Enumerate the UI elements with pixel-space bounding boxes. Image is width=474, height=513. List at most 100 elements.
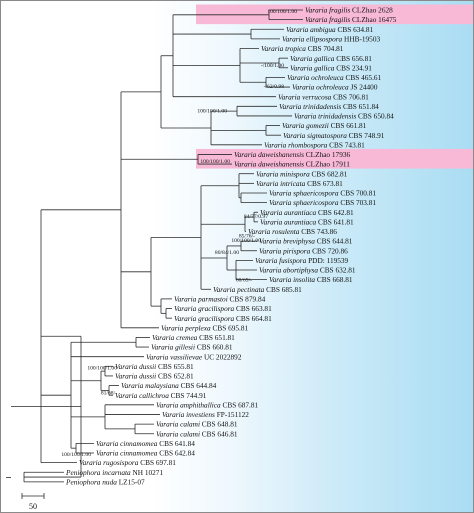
- taxon-voucher: CBS 651.84: [341, 102, 379, 111]
- support-value: 100/100/1.00: [200, 159, 230, 165]
- taxon-label: Vararia daweishanensis CLZhao 17936: [234, 150, 350, 159]
- taxon-label: Vararia fragilis CLZhao 2628: [305, 6, 393, 15]
- taxon-label: Vararia cinnamomea CBS 641.84: [96, 439, 195, 448]
- taxon-voucher: CLZhao 17911: [304, 160, 350, 169]
- scale-bar: 50: [21, 493, 45, 511]
- taxon-label: Vararia ochroleuca CBS 465.61: [287, 73, 382, 82]
- support-value: 100/100/1.00: [197, 108, 227, 114]
- taxon-voucher: CBS 743.86: [299, 227, 337, 236]
- taxon-name: Vararia pectinata: [213, 285, 265, 294]
- taxon-voucher: CBS 646.81: [200, 429, 238, 438]
- support-value: 100/100/1.00: [61, 452, 91, 458]
- taxon-name: Vararia calami: [156, 429, 200, 438]
- taxon-voucher: FP-151122: [215, 410, 249, 419]
- taxon-voucher: CBS 650.84: [356, 112, 394, 121]
- taxon-name: Vararia gallica: [290, 54, 335, 63]
- taxon-voucher: CBS 703.81: [339, 198, 377, 207]
- taxon-voucher: CBS 648.81: [200, 420, 238, 429]
- taxon-voucher: CBS 641.81: [316, 217, 354, 226]
- taxon-voucher: CBS 644.81: [315, 237, 353, 246]
- taxon-name: Vararia insolita: [269, 275, 315, 284]
- taxon-label: Vararia malaysiana CBS 644.84: [121, 381, 217, 390]
- taxon-voucher: CBS 642.84: [157, 449, 195, 458]
- taxon-label: Vararia verrucosa CBS 706.81: [278, 92, 369, 101]
- support-value: 100/100/1.00: [231, 238, 261, 244]
- support-value: -/100/1.00: [261, 63, 284, 69]
- taxon-name: Vararia minispora: [256, 169, 310, 178]
- taxon-name: Vararia gomezii: [282, 121, 329, 130]
- taxon-label: Vararia daweishanensis CLZhao 17911: [234, 160, 350, 169]
- taxon-voucher: CBS 660.81: [195, 343, 233, 352]
- taxon-label: Vararia abortiphysa CBS 632.81: [259, 266, 356, 275]
- taxon-name: Vararia daweishanensis: [234, 160, 304, 169]
- taxon-label: Vararia amphithallica CBS 687.81: [156, 400, 259, 409]
- taxon-name: Vararia calami: [156, 420, 200, 429]
- taxon-label: Vararia minispora CBS 682.81: [256, 169, 348, 178]
- taxon-label: Vararia breviphysa CBS 644.81: [259, 237, 353, 246]
- taxon-voucher: CBS 634.81: [336, 25, 374, 34]
- taxon-voucher: PDD: 119539: [306, 256, 348, 265]
- taxon-label: Vararia insolita CBS 668.81: [269, 275, 353, 284]
- taxon-name: Vararia cinnamomea: [96, 439, 158, 448]
- support-value: 84/77/0.97: [244, 214, 268, 220]
- support-value: 100/100/1.00: [267, 9, 297, 15]
- taxon-label: Vararia calami CBS 648.81: [156, 420, 238, 429]
- taxon-label: Vararia cinnamomea CBS 642.84: [96, 449, 195, 458]
- taxon-label: Vararia dussii CBS 652.81: [115, 372, 194, 381]
- taxon-voucher: CBS 720.86: [310, 246, 348, 255]
- taxon-name: Vararia cinnamomea: [96, 449, 158, 458]
- taxon-label: Vararia trinidadensis CBS 650.84: [294, 112, 394, 121]
- taxon-label: Peniophora incarnata NH 10271: [65, 468, 163, 477]
- taxon-voucher: CBS 685.81: [264, 285, 302, 294]
- taxon-voucher: CBS 668.81: [315, 275, 353, 284]
- taxon-voucher: CBS 687.81: [221, 400, 259, 409]
- taxon-label: Vararia perplexa CBS 695.81: [161, 323, 249, 332]
- support-value: 100/100/1.00: [87, 365, 117, 371]
- taxon-voucher: CBS 704.81: [306, 44, 344, 53]
- taxon-name: Vararia malaysiana: [121, 381, 179, 390]
- taxon-label: Vararia ellipsospora HHB-19503: [282, 34, 380, 43]
- taxon-voucher: CBS 744.91: [169, 391, 207, 400]
- taxon-voucher: CBS 748.91: [347, 131, 385, 140]
- taxon-label: Vararia trinidadensis CBS 651.84: [279, 102, 379, 111]
- taxon-label: Vararia ambigua CBS 634.81: [286, 25, 374, 34]
- taxon-label: Vararia gallica CBS 234.91: [290, 63, 372, 72]
- highlight-band-daweishanensis: [196, 148, 473, 169]
- taxon-voucher: CBS 655.81: [156, 362, 194, 371]
- taxon-voucher: CBS 641.84: [157, 439, 195, 448]
- taxon-voucher: CBS 651.81: [197, 333, 235, 342]
- taxon-name: Vararia gallica: [290, 63, 335, 72]
- taxon-label: Vararia sphaericospora CBS 700.81: [269, 189, 376, 198]
- taxon-name: Vararia gracilispora: [174, 314, 235, 323]
- taxon-label: Vararia rugosispora CBS 697.81: [79, 458, 176, 467]
- taxon-voucher: CBS 663.81: [234, 304, 272, 313]
- taxon-name: Vararia intricata: [256, 179, 306, 188]
- taxon-voucher: LZ15-07: [117, 477, 145, 486]
- taxon-voucher: CBS 695.81: [211, 323, 249, 332]
- taxon-label: Vararia aurantiaca CBS 641.81: [260, 217, 354, 226]
- taxon-name: Vararia gracilispora: [174, 304, 235, 313]
- taxon-voucher: CBS 234.91: [334, 63, 372, 72]
- taxon-label: Vararia gillesii CBS 660.81: [151, 343, 233, 352]
- taxon-voucher: CBS 879.84: [228, 295, 266, 304]
- taxon-label: Vararia gracilispora CBS 663.81: [174, 304, 272, 313]
- taxon-name: Vararia rosulenta: [248, 227, 300, 236]
- taxon-voucher: CBS 682.81: [310, 169, 348, 178]
- taxon-label: Vararia investiens FP-151122: [162, 410, 249, 419]
- taxon-name: Vararia fragilis: [305, 15, 350, 24]
- taxon-voucher: CBS 642.81: [316, 208, 354, 217]
- taxon-voucher: CLZhao 2628: [350, 6, 393, 15]
- taxon-label: Vararia fusispora PDD: 119539: [255, 256, 349, 265]
- taxon-voucher: CBS 661.81: [329, 121, 367, 130]
- taxon-label: Vararia rosulenta CBS 743.86: [248, 227, 337, 236]
- support-value: -/62/0.98: [264, 84, 285, 90]
- taxon-label: Vararia vassilievae UC 2022892: [146, 352, 242, 361]
- taxon-name: Vararia aurantiaca: [260, 208, 316, 217]
- taxon-name: Vararia sigmatospora: [283, 131, 347, 140]
- taxon-name: Vararia gillesii: [151, 343, 195, 352]
- taxon-name: Vararia trinidadensis: [294, 112, 356, 121]
- taxon-label: Vararia gracilispora CBS 664.81: [174, 314, 272, 323]
- taxon-voucher: CBS 673.81: [305, 179, 343, 188]
